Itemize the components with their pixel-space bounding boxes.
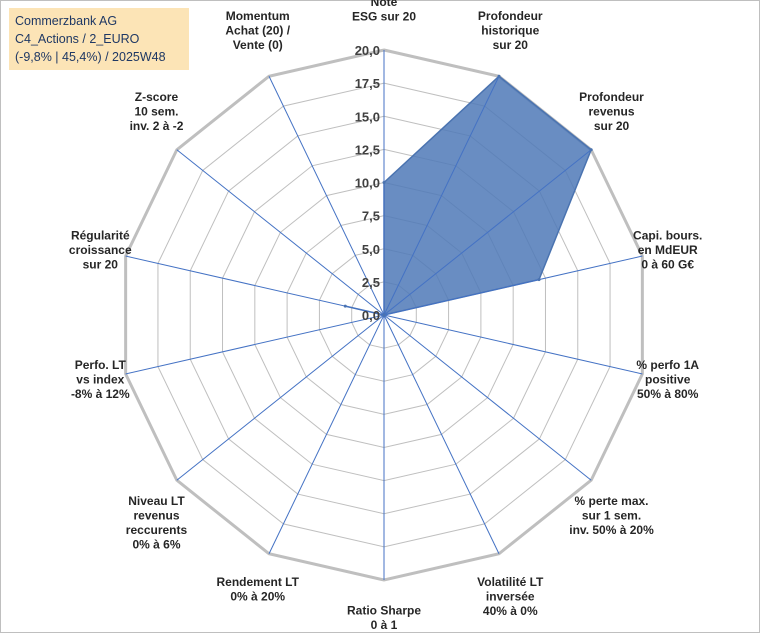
axis-spoke-9 xyxy=(176,314,385,481)
r-tick-label-4: 10,0 xyxy=(355,176,380,191)
axis-label-12-line-0: Z-score xyxy=(135,90,179,104)
axis-label-6-line-1: inversée xyxy=(486,589,535,603)
axis-label-7-line-1: 0 à 1 xyxy=(371,618,398,632)
axis-spoke-12 xyxy=(176,149,385,316)
axis-spoke-2 xyxy=(383,149,592,316)
axis-label-5-line-0: % perte max. xyxy=(574,494,648,508)
axis-label-9-line-3: 0% à 6% xyxy=(132,538,180,552)
axis-spoke-6 xyxy=(383,314,500,554)
chart-title-line-3: (-9,8% | 45,4%) / 2025W48 xyxy=(15,50,166,64)
r-tick-label-2: 5,0 xyxy=(362,242,380,257)
r-tick-label-0: 0,0 xyxy=(362,308,380,323)
axis-label-11-line-2: sur 20 xyxy=(83,257,119,271)
axis-label-1-line-2: sur 20 xyxy=(493,38,529,52)
data-point-13 xyxy=(382,313,386,317)
axis-label-13-line-2: Vente (0) xyxy=(233,38,283,52)
axis-spoke-1 xyxy=(383,76,500,316)
axis-spoke-13 xyxy=(268,76,385,316)
axis-label-3-line-1: en MdEUR xyxy=(638,243,698,257)
data-point-2 xyxy=(589,148,593,152)
axis-label-2-line-0: Profondeur xyxy=(579,90,644,104)
axis-spoke-4 xyxy=(383,314,643,375)
axis-label-3-line-0: Capi. bours. xyxy=(633,228,702,242)
axis-label-10: Perfo. LT vs index -8% à 12% xyxy=(71,358,130,401)
axis-label-10-line-0: Perfo. LT xyxy=(75,358,127,372)
axis-spoke-10 xyxy=(125,314,385,375)
axis-label-1-line-0: Profondeur xyxy=(478,9,543,23)
axis-label-6-line-2: 40% à 0% xyxy=(483,604,538,618)
r-tick-label-8: 20,0 xyxy=(355,43,380,58)
chart-title-box: Commerzbank AG C4_Actions / 2_EURO (-9,8… xyxy=(9,8,189,70)
axis-spoke-8 xyxy=(268,314,385,554)
axis-label-0-line-0: Note xyxy=(371,0,398,9)
axis-label-8-line-0: Rendement LT xyxy=(217,575,300,589)
axis-label-9-line-1: revenus xyxy=(133,509,179,523)
axis-label-5-line-1: sur 1 sem. xyxy=(582,509,641,523)
axis-label-4-line-0: % perfo 1A xyxy=(636,358,699,372)
r-tick-label-1: 2,5 xyxy=(362,275,380,290)
axis-label-6-line-0: Volatilité LT xyxy=(477,575,544,589)
axis-label-4-line-1: positive xyxy=(645,372,691,386)
r-tick-label-7: 17,5 xyxy=(355,76,380,91)
chart-title-line-2: C4_Actions / 2_EURO xyxy=(15,32,140,46)
axis-spoke-3 xyxy=(383,255,643,316)
data-point-1 xyxy=(497,74,501,78)
axis-spoke-11 xyxy=(125,255,385,316)
axis-label-5-line-2: inv. 50% à 20% xyxy=(569,523,654,537)
axis-label-2-line-1: revenus xyxy=(588,104,634,118)
axis-label-11-line-1: croissance xyxy=(69,243,132,257)
data-point-0 xyxy=(382,181,386,184)
axis-label-1: Profondeur historique sur 20 xyxy=(478,9,543,52)
axis-label-3-line-2: 0 à 60 G€ xyxy=(641,257,694,271)
axis-label-7-line-0: Ratio Sharpe xyxy=(347,604,421,618)
data-point-11 xyxy=(343,304,347,308)
axis-label-9-line-2: reccurents xyxy=(126,523,188,537)
chart-title-line-1: Commerzbank AG xyxy=(15,14,118,28)
axis-label-8-line-1: 0% à 20% xyxy=(230,589,285,603)
axis-label-7: Ratio Sharpe 0 à 1 xyxy=(347,604,421,633)
axis-label-8: Rendement LT 0% à 20% xyxy=(217,575,300,604)
axis-label-13: Momentum Achat (20) / Vente (0) xyxy=(225,9,290,52)
axis-label-9-line-0: Niveau LT xyxy=(128,494,185,508)
r-tick-label-3: 7,5 xyxy=(362,209,380,224)
r-tick-label-6: 15,0 xyxy=(355,109,380,124)
axis-label-12-line-2: inv. 2 à -2 xyxy=(130,119,184,133)
r-tick-label-5: 12,5 xyxy=(355,142,380,157)
axis-label-3: Capi. bours. en MdEUR 0 à 60 G€ xyxy=(633,228,702,271)
axis-label-6: Volatilité LT inversée 40% à 0% xyxy=(477,575,544,618)
axis-label-0-line-1: ESG sur 20 xyxy=(352,9,416,23)
axis-label-5: % perte max. sur 1 sem. inv. 50% à 20% xyxy=(569,494,654,537)
axis-label-13-line-0: Momentum xyxy=(226,9,290,23)
axis-label-4: % perfo 1A positive 50% à 80% xyxy=(636,358,699,401)
axis-label-10-line-2: -8% à 12% xyxy=(71,387,130,401)
data-point-3 xyxy=(537,278,541,282)
axis-label-1-line-1: historique xyxy=(481,24,539,38)
series-area xyxy=(345,75,593,316)
axis-label-2: Profondeur revenus sur 20 xyxy=(579,90,644,133)
axis-label-2-line-2: sur 20 xyxy=(594,119,630,133)
axis-label-11-line-0: Régularité xyxy=(71,228,130,242)
axis-label-9: Niveau LT revenus reccurents 0% à 6% xyxy=(126,494,188,551)
axis-spoke-5 xyxy=(383,314,592,481)
axis-label-4-line-2: 50% à 80% xyxy=(637,387,699,401)
axis-label-0: Note ESG sur 20 xyxy=(352,0,416,23)
axis-label-11: Régularité croissance sur 20 xyxy=(69,228,132,271)
axis-label-12-line-1: 10 sem. xyxy=(134,104,178,118)
axis-label-12: Z-score 10 sem. inv. 2 à -2 xyxy=(130,90,184,133)
axis-label-10-line-1: vs index xyxy=(76,372,124,386)
axis-label-13-line-1: Achat (20) / xyxy=(225,24,290,38)
